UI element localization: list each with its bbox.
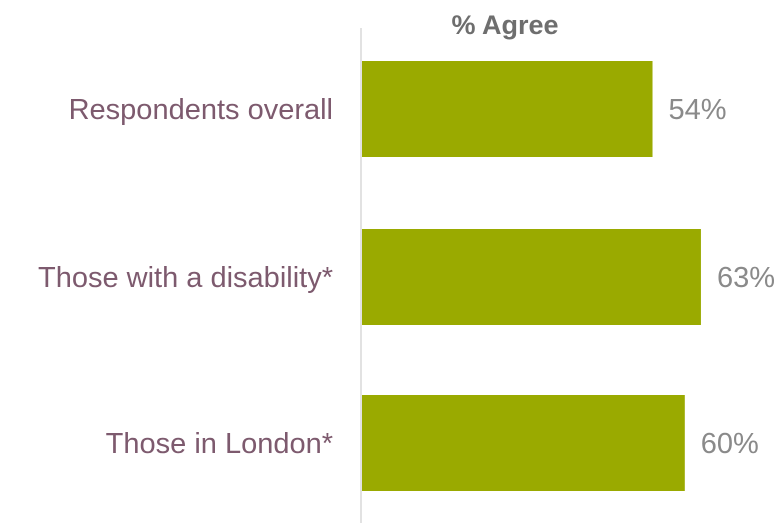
value-label: 63% — [717, 262, 775, 294]
bars-group: Respondents overall 54% Those with a disab… — [38, 61, 775, 491]
bar — [362, 229, 701, 325]
value-label: 60% — [701, 428, 759, 460]
category-label: Those in London* — [106, 428, 333, 460]
value-label: 54% — [669, 94, 727, 126]
category-label: Those with a disability* — [38, 262, 333, 294]
category-label: Respondents overall — [69, 94, 333, 126]
bar — [362, 61, 653, 157]
chart-title: % Agree — [451, 10, 558, 40]
bar — [362, 395, 685, 491]
